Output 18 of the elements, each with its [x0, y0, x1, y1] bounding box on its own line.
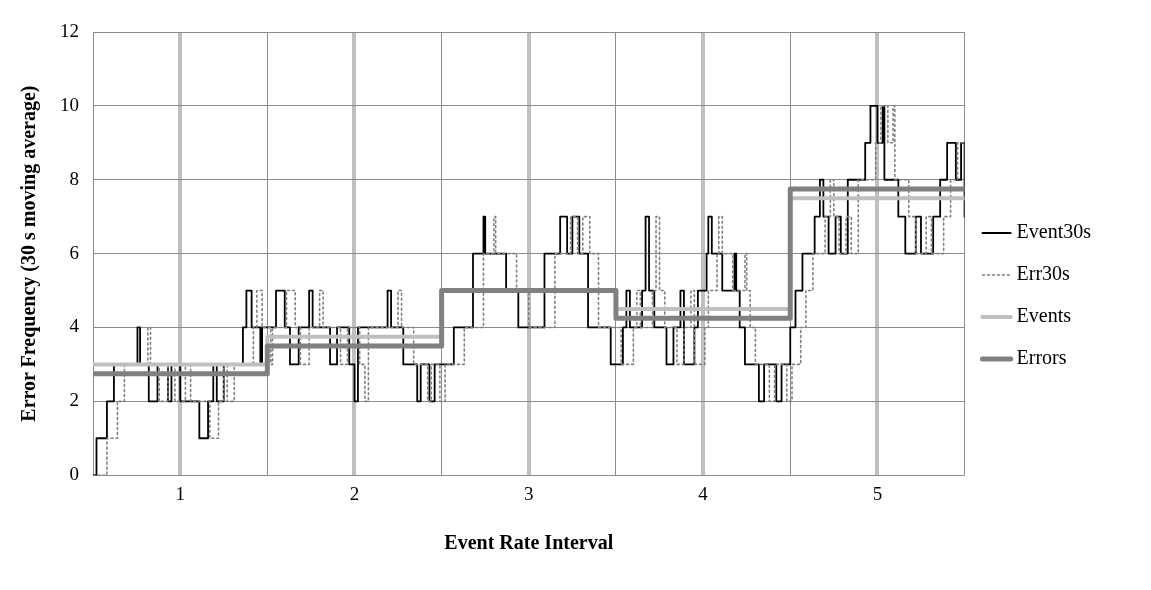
y-tick-label: 10 — [60, 93, 79, 115]
x-tick-label: 4 — [698, 482, 709, 504]
y-tick-label: 0 — [69, 463, 79, 485]
legend-label: Events — [1016, 304, 1072, 327]
y-tick-label: 6 — [69, 241, 79, 263]
x-tick-label: 5 — [872, 482, 883, 504]
y-tick-label: 12 — [60, 19, 79, 41]
x-tick-label: 3 — [524, 482, 534, 504]
legend-label: Event30s — [1016, 220, 1092, 243]
legend-label: Errors — [1016, 346, 1067, 369]
x-tick-label: 1 — [175, 482, 185, 504]
y-axis-title: Error Frequency (30 s moving average) — [17, 85, 41, 422]
x-tick-label: 2 — [349, 482, 360, 504]
y-tick-label: 4 — [69, 315, 80, 337]
legend-label: Err30s — [1016, 262, 1071, 285]
x-axis-title: Event Rate Interval — [444, 531, 614, 554]
y-tick-label: 2 — [69, 389, 79, 411]
y-tick-label: 8 — [69, 167, 79, 189]
